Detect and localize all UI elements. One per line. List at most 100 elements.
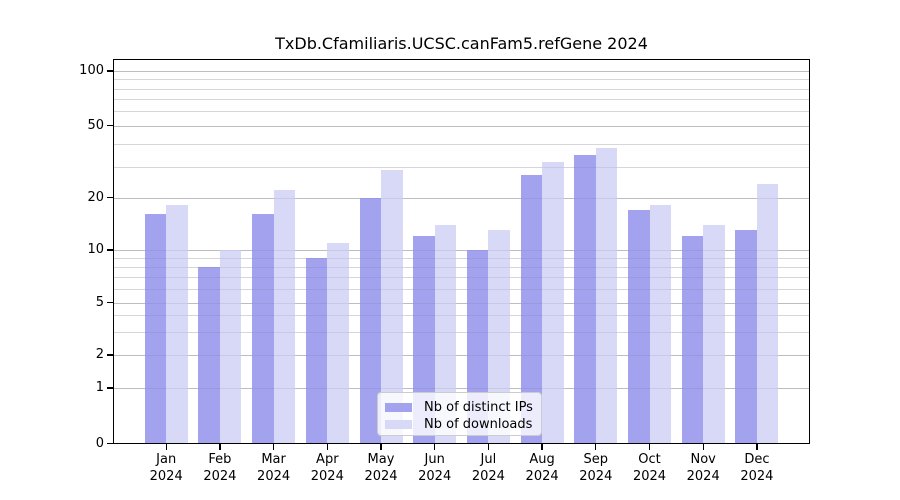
y-tick-label-20: 20: [87, 189, 104, 205]
minor-gridline-80: [113, 88, 810, 90]
minor-gridline-70: [113, 99, 810, 101]
x-tick-sep: [595, 443, 597, 450]
y-tick-50: [107, 124, 113, 127]
bar-ips-jan: [144, 214, 167, 444]
bar-ips-apr: [305, 257, 328, 444]
overlay-gridline-1: [113, 388, 810, 389]
x-tick-label-dec: Dec 2024: [740, 452, 774, 484]
minor-gridline-8: [113, 266, 810, 268]
y-tick-label-10: 10: [87, 242, 104, 257]
overlay-gridline-70: [113, 99, 810, 101]
bar-ips-jun: [413, 236, 435, 444]
bar-ips-nov: [681, 236, 704, 444]
legend: Nb of distinct IPs Nb of downloads: [377, 392, 542, 436]
legend-row-ips: Nb of distinct IPs: [378, 398, 533, 416]
x-tick-jun: [434, 443, 436, 450]
x-tick-label-sep: Sep 2024: [579, 452, 613, 484]
overlay-gridline-80: [113, 88, 810, 90]
bar-downloads-oct: [649, 205, 671, 444]
major-gridline-2: [113, 355, 810, 356]
x-tick-label-nov: Nov 2024: [686, 452, 720, 484]
bar-ips-dec: [735, 230, 757, 444]
minor-gridline-30: [113, 167, 810, 169]
minor-gridline-40: [113, 143, 810, 145]
y-tick-5: [107, 301, 113, 304]
bar-downloads-sep: [595, 147, 618, 444]
overlay-gridline-6: [113, 288, 810, 290]
x-tick-label-mar: Mar 2024: [257, 452, 291, 484]
x-tick-jul: [487, 443, 490, 450]
x-tick-apr: [326, 443, 328, 450]
major-gridline-50: [113, 125, 810, 127]
bar-ips-may: [359, 197, 381, 444]
y-tick-label-2: 2: [95, 347, 104, 362]
overlay-gridline-9: [113, 257, 810, 259]
bar-downloads-mar: [273, 190, 296, 444]
downloads-legend-swatch: [385, 419, 412, 429]
overlay-gridline-10: [113, 250, 810, 251]
x-tick-label-may: May 2024: [364, 452, 398, 484]
bar-downloads-may: [381, 169, 403, 444]
legend-row-downloads: Nb of downloads: [378, 415, 532, 433]
bar-downloads-jun: [434, 224, 457, 444]
overlay-gridline-3: [113, 331, 810, 333]
bar-ips-mar: [252, 214, 274, 444]
overlay-gridline-20: [113, 197, 810, 199]
y-tick-label-0: 0: [95, 435, 104, 451]
x-tick-label-oct: Oct 2024: [632, 452, 667, 484]
x-tick-label-jan: Jan 2024: [149, 452, 183, 484]
minor-gridline-60: [113, 111, 810, 113]
major-gridline-5: [113, 302, 810, 304]
x-tick-oct: [648, 443, 651, 450]
downloads-legend-label: Nb of downloads: [424, 416, 533, 432]
x-tick-dec: [756, 443, 758, 450]
overlay-gridline-8: [113, 266, 810, 268]
axis-spine-right: [808, 59, 810, 444]
minor-gridline-6: [113, 288, 810, 290]
axis-spine-bottom: [113, 442, 810, 445]
minor-gridline-90: [113, 79, 810, 81]
x-tick-feb: [219, 443, 221, 450]
chart-title: TxDb.Cfamiliaris.UCSC.canFam5.refGene 20…: [275, 34, 648, 53]
y-tick-label-1: 1: [95, 380, 104, 395]
bar-downloads-nov: [703, 224, 725, 444]
major-gridline-100: [113, 71, 810, 72]
overlay-gridline-100: [113, 71, 810, 72]
y-tick-10: [107, 249, 113, 251]
bar-downloads-aug: [542, 161, 564, 444]
bar-downloads-apr: [327, 242, 349, 444]
y-tick-label-50: 50: [87, 117, 104, 133]
overlay-gridline-7: [113, 277, 810, 278]
minor-gridline-4: [113, 315, 810, 317]
x-tick-nov: [702, 443, 704, 450]
bar-downloads-jan: [166, 205, 188, 444]
bar-ips-oct: [628, 209, 650, 444]
x-tick-label-aug: Aug 2024: [525, 452, 559, 484]
ips-legend-swatch: [385, 402, 412, 412]
axis-spine-top: [113, 59, 810, 61]
bar-ips-sep: [574, 154, 596, 444]
bar-downloads-jul: [488, 230, 510, 444]
plot-area: [113, 59, 810, 445]
y-tick-100: [107, 70, 113, 72]
bar-downloads-dec: [756, 183, 779, 444]
y-tick-20: [107, 196, 113, 199]
x-tick-label-jul: Jul 2024: [471, 452, 505, 484]
x-tick-jan: [165, 443, 167, 450]
bar-downloads-feb: [219, 250, 242, 444]
y-tick-label-5: 5: [95, 294, 104, 310]
bar-ips-aug: [520, 175, 543, 444]
major-gridline-10: [113, 250, 810, 251]
x-tick-label-feb: Feb 2024: [203, 452, 237, 484]
minor-gridline-3: [113, 331, 810, 333]
minor-gridline-9: [113, 257, 810, 259]
x-tick-aug: [541, 443, 543, 450]
overlay-gridline-40: [113, 143, 810, 145]
major-gridline-1: [113, 388, 810, 389]
overlay-gridline-90: [113, 79, 810, 81]
y-tick-1: [107, 387, 113, 389]
overlay-gridline-5: [113, 302, 810, 304]
x-tick-mar: [272, 443, 275, 450]
y-tick-2: [107, 354, 113, 356]
